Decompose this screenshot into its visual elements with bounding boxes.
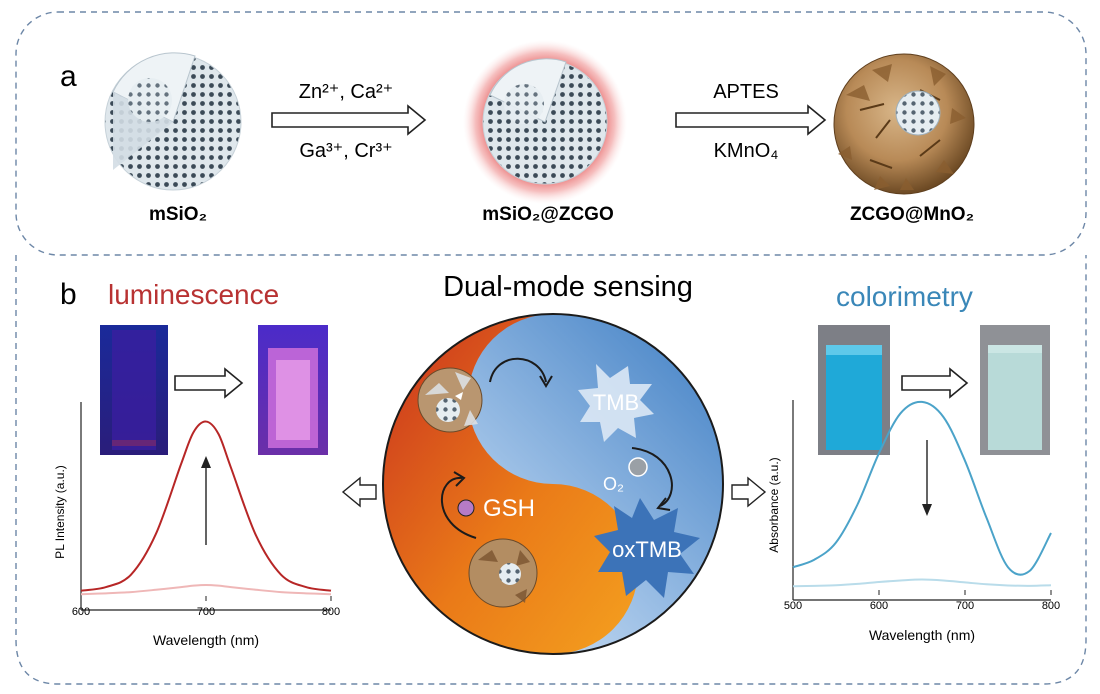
gsh-label: GSH xyxy=(483,495,535,522)
dual-mode-title: Dual-mode sensing xyxy=(443,271,693,303)
mno2-particle-bottom xyxy=(468,538,538,608)
cuvette-after-colorimetry xyxy=(980,325,1050,455)
zcgo-mno2-caption: ZCGO@MnO₂ xyxy=(850,204,974,225)
colorimetry-title: colorimetry xyxy=(836,281,973,312)
msio2-zcgo-caption: mSiO₂@ZCGO xyxy=(482,204,613,225)
pl-chart: PL Intensity (a.u.) Wavelength (nm) 600 7… xyxy=(53,402,340,648)
pl-x-tick-label: 700 xyxy=(197,606,215,618)
msio2-caption: mSiO₂ xyxy=(149,204,207,225)
pl-x-tick-label: 600 xyxy=(72,606,90,618)
abs-series-line xyxy=(792,400,1052,576)
luminescence-title: luminescence xyxy=(108,279,279,310)
cuvette-before-luminescence xyxy=(100,325,168,455)
abs-x-tick-label: 700 xyxy=(956,600,974,612)
abs-y-label: Absorbance (a.u.) xyxy=(767,457,781,552)
curved-arrow-top xyxy=(489,357,547,383)
abs-series-line xyxy=(792,578,1052,588)
abs-decrease-arrowhead xyxy=(922,504,932,516)
tmb-burst-icon xyxy=(578,364,654,442)
oxtmb-label: oxTMB xyxy=(612,537,682,562)
arrow-colorimetry xyxy=(901,367,969,399)
curved-arrow-o2 xyxy=(631,447,673,507)
msio2-zcgo-sphere-image xyxy=(463,40,627,204)
curved-arrow-gsh xyxy=(441,476,477,539)
arrow-to-luminescence xyxy=(341,476,377,508)
oxtmb-burst-icon xyxy=(594,498,700,598)
absorbance-chart: Absorbance (a.u.) Wavelength (nm) 500 600… xyxy=(767,400,1060,643)
arrow-step-2 xyxy=(675,104,827,136)
pl-series-line xyxy=(80,420,332,592)
panel-a-label: a xyxy=(60,60,77,93)
step2-reagents-top: APTES xyxy=(713,81,779,103)
pl-x-label: Wavelength (nm) xyxy=(153,632,259,648)
o2-molecule-icon xyxy=(628,457,648,477)
step1-reagents-top: Zn²⁺, Ca²⁺ xyxy=(299,81,393,103)
panel-b-label: b xyxy=(60,278,77,311)
cuvette-before-colorimetry xyxy=(818,325,890,455)
gsh-molecule-icon xyxy=(457,499,475,517)
mno2-particle-top xyxy=(417,367,483,433)
panel-b-frame xyxy=(15,255,1087,685)
yin-yang-diagram: GSH TMB O₂ oxTMB xyxy=(382,313,724,655)
arrow-to-colorimetry xyxy=(731,476,767,508)
msio2-sphere-image xyxy=(104,52,242,191)
abs-x-tick-label: 500 xyxy=(784,600,802,612)
o2-label: O₂ xyxy=(603,474,624,494)
pl-increase-arrowhead xyxy=(201,456,211,468)
abs-x-tick-label: 600 xyxy=(870,600,888,612)
pl-series-line xyxy=(80,583,332,596)
cuvette-after-luminescence xyxy=(258,325,328,455)
zcgo-mno2-sphere-image xyxy=(833,53,975,195)
arrow-luminescence xyxy=(174,367,244,399)
pl-y-label: PL Intensity (a.u.) xyxy=(53,465,67,559)
step1-reagents-bottom: Ga³⁺, Cr³⁺ xyxy=(299,140,392,162)
abs-x-tick-label: 800 xyxy=(1042,600,1060,612)
pl-x-tick-label: 800 xyxy=(322,606,340,618)
abs-x-label: Wavelength (nm) xyxy=(869,627,975,643)
step2-reagents-bottom: KMnO₄ xyxy=(714,140,779,162)
arrow-step-1 xyxy=(271,104,427,136)
tmb-label: TMB xyxy=(593,390,639,415)
